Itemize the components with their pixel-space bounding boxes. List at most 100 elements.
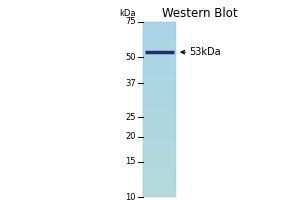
Bar (143, 188, 176, 190)
Bar (143, 148, 176, 150)
Bar (143, 178, 176, 180)
Bar (143, 32, 176, 34)
Bar (143, 48, 176, 50)
Bar (143, 125, 176, 127)
Text: 25: 25 (125, 113, 136, 122)
Bar (143, 101, 176, 102)
Bar (143, 155, 176, 157)
Bar (143, 80, 176, 82)
Bar (143, 143, 176, 144)
Bar (143, 153, 176, 155)
Bar (143, 66, 176, 68)
Bar (143, 110, 176, 111)
Text: Western Blot: Western Blot (162, 7, 238, 20)
Text: kDa: kDa (119, 9, 136, 19)
Bar (143, 167, 176, 169)
Bar (143, 183, 176, 185)
Bar (143, 176, 176, 178)
Bar (143, 74, 176, 76)
Bar (143, 41, 176, 43)
Bar (143, 87, 176, 88)
Bar (143, 85, 176, 87)
Bar (143, 141, 176, 143)
Bar (143, 118, 176, 120)
Bar (143, 22, 176, 197)
Bar (143, 138, 176, 139)
Bar (143, 78, 176, 80)
Bar (143, 181, 176, 183)
Bar (143, 68, 176, 69)
Bar (143, 139, 176, 141)
Bar (143, 52, 176, 53)
Bar (143, 172, 176, 174)
Bar (143, 82, 176, 83)
Bar (143, 194, 176, 195)
Bar (143, 99, 176, 101)
Bar (143, 88, 176, 90)
Bar (143, 102, 176, 104)
Bar (143, 150, 176, 152)
Bar (143, 22, 176, 24)
Bar (143, 25, 176, 27)
Bar (143, 157, 176, 158)
Bar (143, 76, 176, 78)
Bar (143, 94, 176, 96)
Bar (143, 127, 176, 129)
Bar (143, 29, 176, 31)
Bar (143, 38, 176, 40)
Bar (143, 111, 176, 113)
Bar (143, 92, 176, 94)
Bar (143, 162, 176, 164)
Bar (143, 50, 176, 52)
Text: 37: 37 (125, 79, 136, 88)
Bar (143, 34, 176, 36)
Bar (143, 104, 176, 106)
Bar (143, 45, 176, 46)
Bar (143, 136, 176, 138)
Bar (143, 36, 176, 38)
Text: 20: 20 (125, 132, 136, 141)
Text: 15: 15 (125, 157, 136, 166)
Bar (143, 174, 176, 176)
Bar (143, 122, 176, 123)
Bar (143, 59, 176, 60)
Text: 10: 10 (125, 192, 136, 200)
Bar (143, 57, 176, 59)
Text: 50: 50 (125, 53, 136, 62)
Bar (143, 27, 176, 29)
Bar (143, 43, 176, 45)
Bar (143, 60, 176, 62)
Bar (143, 71, 176, 73)
Bar (143, 73, 176, 74)
Bar (143, 166, 176, 167)
Bar (143, 146, 176, 148)
Text: 75: 75 (125, 18, 136, 26)
Bar (143, 53, 176, 55)
Bar (143, 190, 176, 192)
Bar (143, 171, 176, 172)
Bar (143, 55, 176, 57)
Bar (143, 90, 176, 92)
Bar (143, 180, 176, 181)
Bar (143, 108, 176, 110)
Bar (143, 31, 176, 32)
Bar (143, 132, 176, 134)
Bar (143, 69, 176, 71)
Bar (143, 115, 176, 116)
Bar (143, 158, 176, 160)
Bar (143, 129, 176, 130)
Bar (143, 24, 176, 25)
Text: 53kDa: 53kDa (189, 47, 220, 57)
Bar (143, 186, 176, 188)
Bar (143, 160, 176, 162)
Bar (143, 130, 176, 132)
Bar (143, 120, 176, 122)
Bar (143, 123, 176, 125)
Bar (143, 113, 176, 115)
Bar (143, 192, 176, 194)
Bar (143, 40, 176, 41)
Bar (143, 62, 176, 64)
Bar (143, 164, 176, 166)
Bar (143, 96, 176, 97)
Bar (143, 97, 176, 99)
